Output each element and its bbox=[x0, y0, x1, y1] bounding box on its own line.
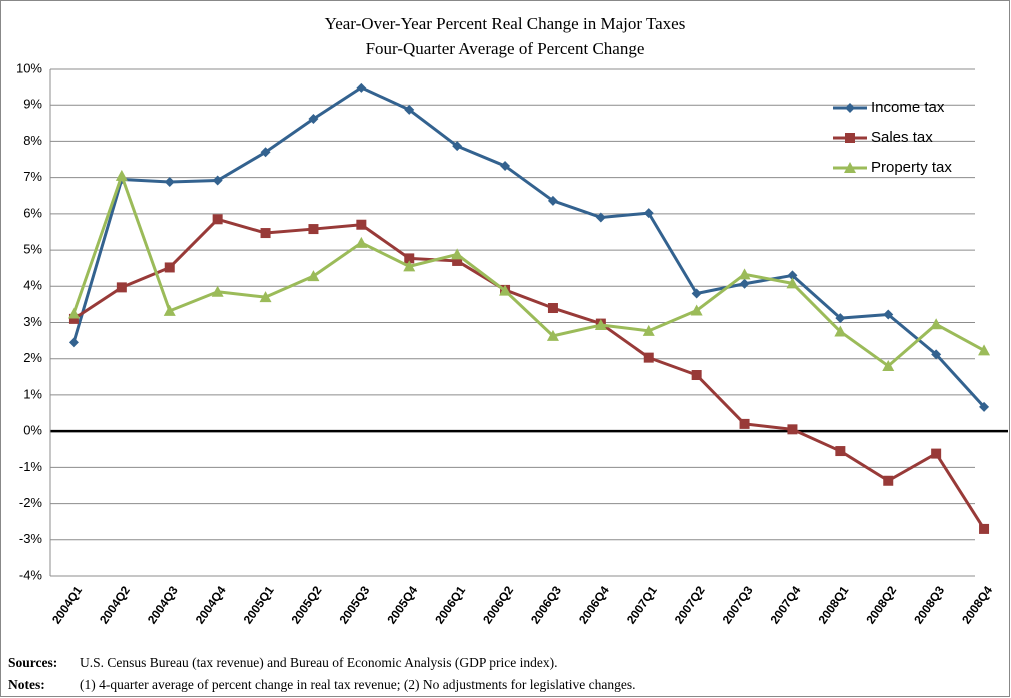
y-tick-label: 7% bbox=[23, 169, 42, 184]
point bbox=[307, 270, 320, 282]
point bbox=[739, 278, 750, 289]
point bbox=[356, 82, 367, 93]
notes-label: Notes: bbox=[8, 677, 45, 692]
point bbox=[883, 475, 894, 486]
point bbox=[643, 352, 654, 363]
point bbox=[979, 401, 990, 412]
point bbox=[979, 523, 990, 534]
point bbox=[259, 291, 272, 303]
point bbox=[164, 176, 175, 187]
point bbox=[116, 282, 127, 293]
point bbox=[787, 270, 798, 281]
y-tick-label: 3% bbox=[23, 314, 42, 329]
y-tick-label: 9% bbox=[23, 97, 42, 112]
point bbox=[835, 313, 846, 324]
point bbox=[930, 318, 943, 330]
point bbox=[845, 103, 855, 113]
point bbox=[308, 224, 319, 235]
y-tick-label: 1% bbox=[23, 386, 42, 401]
y-tick-label: -2% bbox=[19, 495, 43, 510]
point bbox=[211, 285, 224, 297]
point bbox=[883, 309, 894, 320]
point bbox=[882, 359, 895, 371]
point bbox=[690, 304, 703, 316]
y-tick-label: 0% bbox=[23, 423, 42, 438]
point bbox=[844, 162, 856, 173]
y-tick-label: -1% bbox=[19, 459, 43, 474]
y-tick-label: 10% bbox=[16, 60, 42, 75]
point bbox=[787, 424, 798, 435]
point bbox=[308, 113, 319, 124]
point bbox=[500, 161, 511, 172]
point bbox=[834, 325, 847, 337]
point bbox=[835, 446, 846, 457]
point bbox=[691, 370, 702, 381]
point bbox=[356, 219, 367, 230]
point bbox=[451, 248, 464, 260]
point bbox=[786, 277, 799, 289]
point bbox=[68, 313, 79, 324]
y-tick-label: 2% bbox=[23, 350, 42, 365]
point bbox=[212, 175, 223, 186]
legend-label: Property tax bbox=[871, 159, 952, 176]
point bbox=[403, 260, 416, 272]
point bbox=[260, 228, 271, 239]
point bbox=[845, 133, 855, 143]
point bbox=[260, 147, 271, 158]
y-tick-label: 6% bbox=[23, 205, 42, 220]
point bbox=[212, 214, 223, 225]
point bbox=[115, 169, 128, 181]
series-line bbox=[72, 86, 986, 408]
point bbox=[642, 324, 655, 336]
point bbox=[404, 104, 415, 115]
point bbox=[931, 349, 942, 360]
point bbox=[978, 344, 991, 356]
point bbox=[643, 208, 654, 219]
point bbox=[164, 262, 175, 273]
point bbox=[739, 418, 750, 429]
legend-label: Income tax bbox=[871, 99, 945, 116]
series-line bbox=[73, 217, 986, 530]
point bbox=[546, 329, 559, 341]
point bbox=[68, 337, 79, 348]
y-tick-label: 4% bbox=[23, 278, 42, 293]
point bbox=[738, 268, 751, 280]
point bbox=[452, 255, 463, 266]
point bbox=[691, 288, 702, 299]
point bbox=[547, 195, 558, 206]
point bbox=[931, 448, 942, 459]
point bbox=[163, 304, 176, 316]
point bbox=[404, 253, 415, 264]
point bbox=[499, 284, 512, 296]
notes: (1) 4-quarter average of percent change … bbox=[80, 677, 636, 692]
chart-subtitle: Four-Quarter Average of Percent Change bbox=[366, 39, 645, 58]
point bbox=[67, 307, 80, 319]
y-tick-label: 8% bbox=[23, 133, 42, 148]
series-line bbox=[72, 174, 985, 368]
point bbox=[355, 236, 368, 248]
point bbox=[594, 319, 607, 331]
point bbox=[595, 212, 606, 223]
legend-label: Sales tax bbox=[871, 129, 933, 146]
sources-label: Sources: bbox=[8, 655, 57, 670]
sources: U.S. Census Bureau (tax revenue) and Bur… bbox=[80, 655, 558, 670]
y-tick-label: -3% bbox=[19, 531, 43, 546]
point bbox=[547, 303, 558, 314]
point bbox=[452, 141, 463, 152]
y-tick-label: -4% bbox=[19, 567, 43, 582]
chart-title: Year-Over-Year Percent Real Change in Ma… bbox=[325, 14, 686, 33]
y-tick-label: 5% bbox=[23, 242, 42, 257]
